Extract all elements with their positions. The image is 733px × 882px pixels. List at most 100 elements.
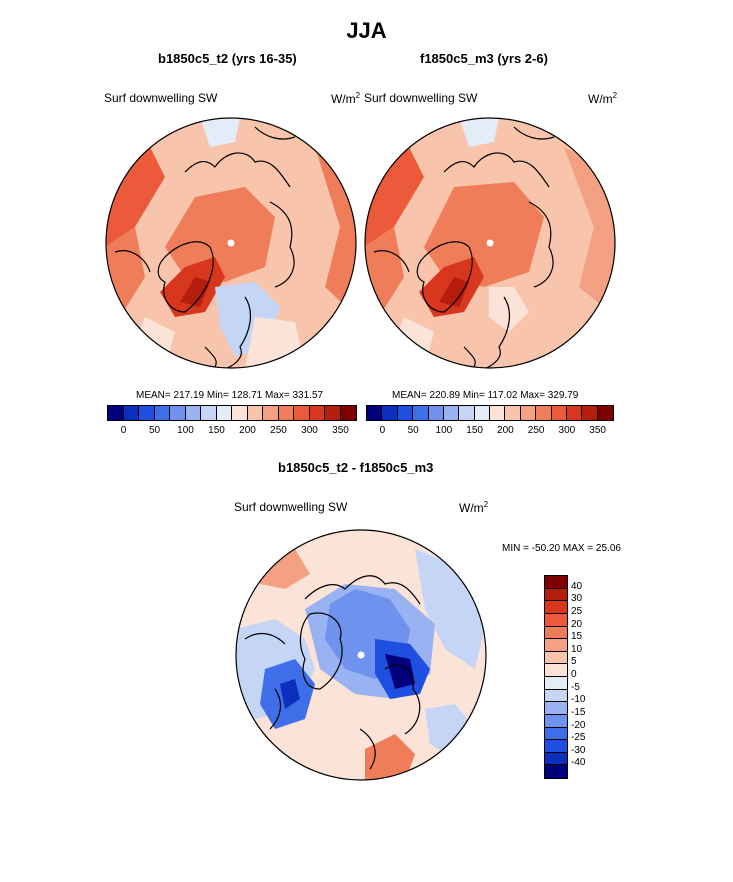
- colorbar-cell: [428, 406, 444, 420]
- colorbar-tick-label: 15: [571, 631, 583, 643]
- colorbar-tick-label: 5: [571, 656, 577, 668]
- colorbar-tick-label: 0: [571, 669, 577, 680]
- colorbar-cell: [545, 702, 567, 715]
- colorbar-cell: [545, 601, 567, 614]
- colorbar-tick-label: 150: [466, 425, 483, 436]
- colorbar-cell: [545, 626, 567, 640]
- colorbar-cell: [597, 406, 613, 420]
- panel-1-subtitle: b1850c5_t2 (yrs 16-35): [158, 51, 297, 66]
- colorbar-cell: [382, 406, 398, 420]
- colorbar-cell: [545, 651, 567, 665]
- panel-2-map-icon: [364, 117, 616, 369]
- diff-panel-stats: MIN = -50.20 MAX = 25.06: [502, 543, 621, 554]
- panel-1-pole-marker-icon: [227, 239, 235, 247]
- colorbar-cell: [108, 406, 124, 420]
- colorbar-tick-label: 200: [239, 425, 256, 436]
- panel-2-colorbar: [366, 405, 614, 421]
- colorbar-cell: [216, 406, 232, 420]
- panel-2-variable-label: Surf downwelling SW: [364, 91, 478, 105]
- colorbar-cell: [545, 664, 567, 677]
- colorbar-cell: [278, 406, 294, 420]
- colorbar-cell: [545, 714, 567, 728]
- diff-panel-pole-marker-icon: [357, 651, 365, 659]
- colorbar-cell: [582, 406, 598, 420]
- panel-1-variable-label: Surf downwelling SW: [104, 91, 218, 105]
- colorbar-cell: [505, 406, 521, 420]
- panel-2-units: W/m2: [588, 91, 618, 106]
- colorbar-cell: [309, 406, 325, 420]
- colorbar-tick-label: -30: [571, 744, 586, 756]
- colorbar-cell: [325, 406, 341, 420]
- panel-1-map-icon: [105, 117, 357, 369]
- colorbar-tick-label: 350: [332, 425, 349, 436]
- colorbar-cell: [545, 689, 567, 703]
- colorbar-cell: [154, 406, 170, 420]
- diff-panel-colorbar: [544, 575, 568, 779]
- colorbar-tick-label: 0: [379, 425, 386, 436]
- colorbar-tick-label: 40: [571, 580, 583, 592]
- colorbar-cell: [545, 639, 567, 652]
- colorbar-cell: [545, 576, 567, 589]
- colorbar-tick-label: -40: [571, 757, 586, 769]
- colorbar-tick-label: 200: [497, 425, 514, 436]
- diff-panel-variable-label: Surf downwelling SW: [234, 500, 348, 514]
- colorbar-tick-label: 50: [148, 425, 161, 436]
- colorbar-cell: [545, 588, 567, 602]
- colorbar-tick-label: -5: [571, 681, 580, 693]
- colorbar-cell: [545, 765, 567, 778]
- colorbar-cell: [490, 406, 506, 420]
- panel-2-stats: MEAN= 220.89 Min= 117.02 Max= 329.79: [392, 390, 579, 401]
- colorbar-tick-label: 10: [571, 643, 583, 655]
- diff-panel-subtitle: b1850c5_t2 - f1850c5_m3: [278, 460, 434, 475]
- colorbar-tick-label: -15: [571, 706, 586, 718]
- colorbar-tick-label: 250: [270, 425, 287, 436]
- colorbar-cell: [545, 613, 567, 627]
- colorbar-cell: [232, 406, 248, 420]
- colorbar-cell: [170, 406, 186, 420]
- panel-1-stats: MEAN= 217.19 Min= 128.71 Max= 331.57: [136, 390, 324, 401]
- colorbar-tick-label: 300: [301, 425, 318, 436]
- colorbar-tick-label: -10: [571, 694, 586, 706]
- colorbar-cell: [397, 406, 414, 420]
- colorbar-cell: [413, 406, 429, 420]
- colorbar-tick-label: -25: [571, 732, 586, 744]
- colorbar-tick-label: 25: [571, 605, 583, 617]
- figure-title: JJA: [346, 18, 387, 43]
- colorbar-tick-label: 350: [589, 425, 606, 436]
- colorbar-cell: [367, 406, 383, 420]
- colorbar-cell: [123, 406, 139, 420]
- colorbar-tick-label: 100: [435, 425, 453, 436]
- colorbar-tick-label: -20: [571, 719, 586, 731]
- colorbar-tick-label: 0: [120, 425, 127, 436]
- colorbar-cell: [294, 406, 310, 420]
- colorbar-cell: [263, 406, 279, 420]
- colorbar-cell: [443, 406, 460, 420]
- colorbar-tick-label: 300: [558, 425, 576, 436]
- panel-1-colorbar: [107, 405, 357, 421]
- colorbar-tick-label: 150: [208, 425, 225, 436]
- colorbar-cell: [536, 406, 552, 420]
- colorbar-cell: [566, 406, 583, 420]
- panel-2-subtitle: f1850c5_m3 (yrs 2-6): [420, 51, 548, 66]
- diff-panel-units: W/m2: [459, 500, 489, 515]
- diff-panel-map-icon: [235, 529, 487, 781]
- colorbar-cell: [185, 406, 201, 420]
- colorbar-cell: [545, 740, 567, 753]
- colorbar-cell: [340, 406, 356, 420]
- colorbar-tick-label: 20: [571, 618, 583, 630]
- colorbar-cell: [201, 406, 217, 420]
- panel-2-pole-marker-icon: [486, 239, 494, 247]
- colorbar-cell: [545, 752, 567, 766]
- colorbar-cell: [551, 406, 567, 420]
- colorbar-cell: [459, 406, 475, 420]
- colorbar-cell: [545, 727, 567, 741]
- colorbar-tick-label: 30: [571, 593, 583, 605]
- panel-1-units: W/m2: [331, 91, 361, 106]
- colorbar-cell: [139, 406, 155, 420]
- colorbar-cell: [247, 406, 263, 420]
- colorbar-tick-label: 250: [527, 425, 545, 436]
- colorbar-cell: [474, 406, 490, 420]
- colorbar-cell: [520, 406, 537, 420]
- colorbar-tick-label: 50: [407, 425, 419, 436]
- colorbar-tick-label: 100: [177, 425, 194, 436]
